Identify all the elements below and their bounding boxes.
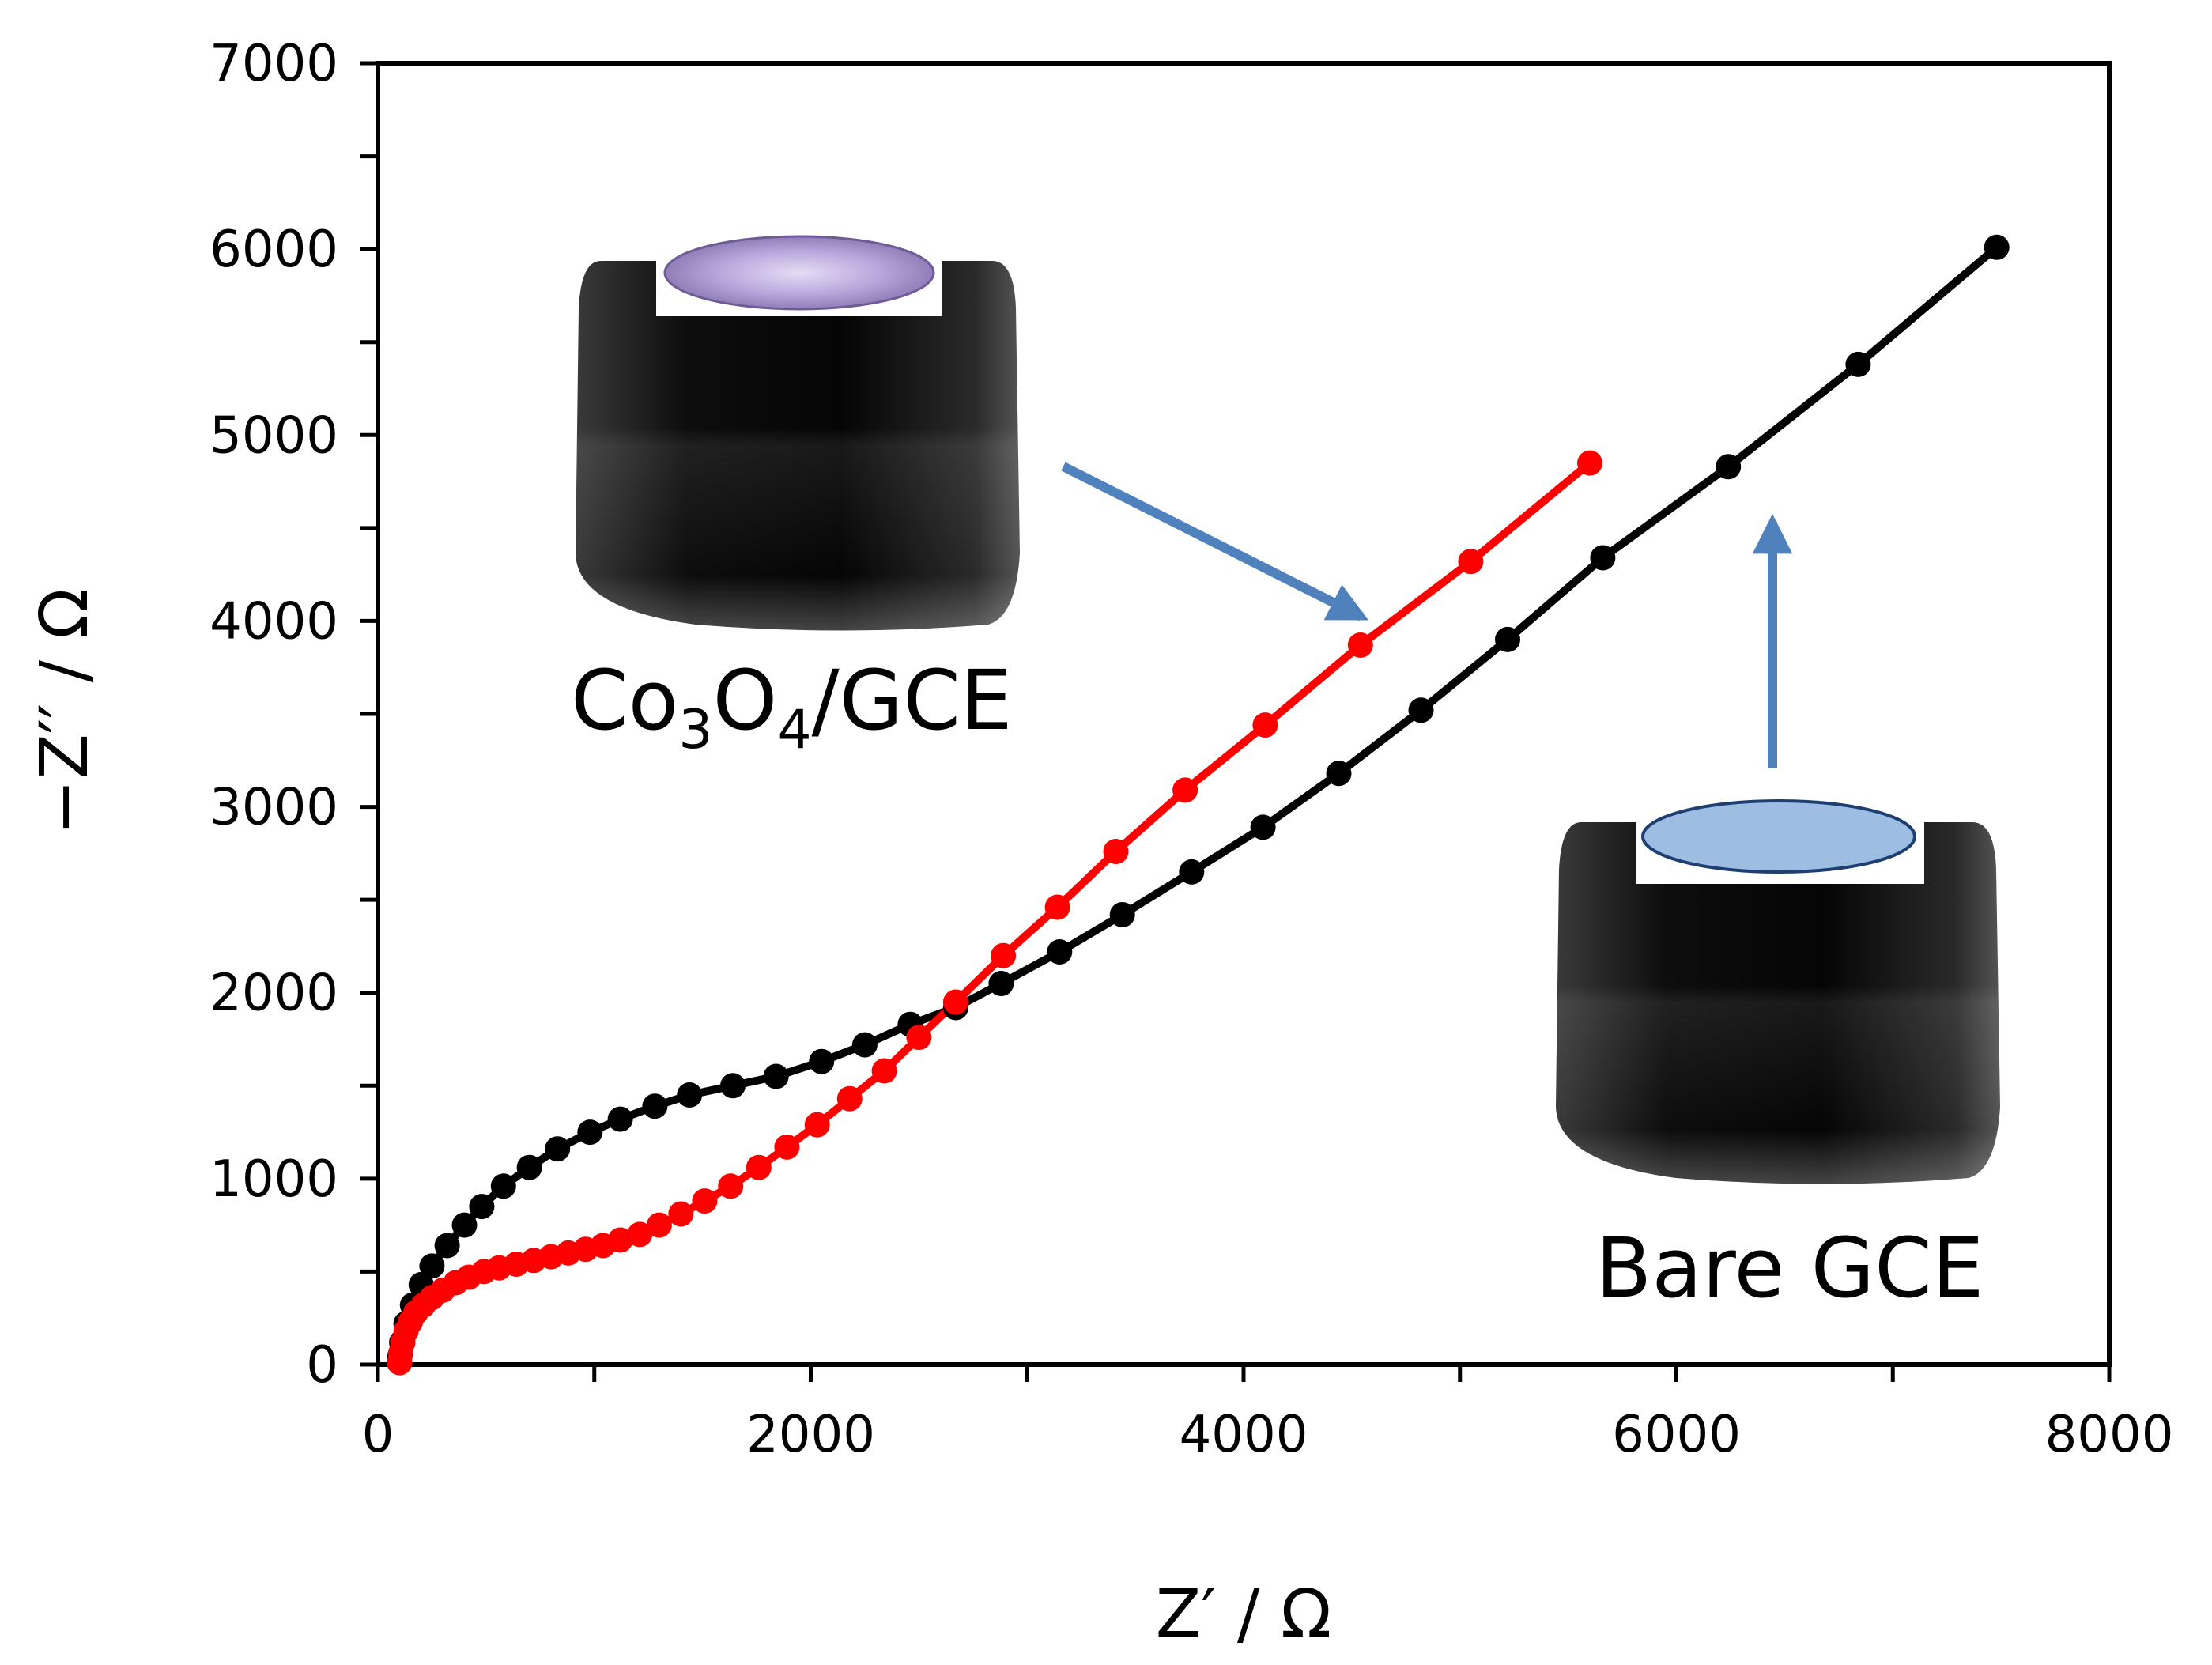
data-point-bare-gce: [469, 1194, 495, 1220]
data-point-bare-gce: [545, 1136, 571, 1162]
data-point-bare-gce: [677, 1082, 703, 1108]
y-axis-ticks: 0 1000 2000 3000 4000 5000 6000 7000: [209, 35, 378, 1395]
y-tick-label: 5000: [209, 406, 338, 465]
y-tick-label: 7000: [209, 35, 338, 93]
series-layer: [387, 234, 2010, 1376]
data-point-bare-gce: [1590, 545, 1616, 571]
data-point-co3o4-gce: [991, 942, 1017, 968]
data-point-co3o4-gce: [1577, 450, 1602, 476]
data-point-bare-gce: [577, 1119, 603, 1146]
data-point-bare-gce: [809, 1048, 835, 1074]
bare-gce-label: Bare GCE: [1595, 1220, 1984, 1316]
data-point-bare-gce: [763, 1063, 789, 1089]
data-point-bare-gce: [1495, 626, 1520, 652]
y-tick-label: 2000: [209, 965, 338, 1023]
co3o4-gce-label: Co3O4/GCE: [571, 652, 1013, 761]
data-point-co3o4-gce: [942, 989, 968, 1015]
bare-electrode-illustration: [1556, 799, 2000, 1184]
data-point-co3o4-gce: [746, 1154, 772, 1180]
data-point-bare-gce: [1326, 761, 1352, 787]
data-point-co3o4-gce: [646, 1212, 672, 1238]
data-point-bare-gce: [434, 1233, 460, 1259]
y-tick-label: 3000: [209, 779, 338, 837]
data-point-co3o4-gce: [774, 1134, 800, 1160]
data-point-co3o4-gce: [1172, 777, 1198, 803]
data-point-bare-gce: [1845, 351, 1871, 377]
x-tick-label: 2000: [746, 1406, 875, 1464]
y-tick-label: 6000: [209, 221, 338, 279]
x-tick-label: 8000: [2045, 1406, 2174, 1464]
data-point-bare-gce: [720, 1073, 746, 1099]
data-point-co3o4-gce: [804, 1112, 830, 1138]
x-tick-label: 6000: [1612, 1406, 1741, 1464]
series-line-bare-gce: [395, 243, 2001, 1361]
x-axis-ticks: 0 2000 4000 6000 8000: [362, 1365, 2174, 1464]
x-axis-title: Z′ / Ω: [1156, 1575, 1332, 1652]
bare-electrode-surface: [1641, 799, 1916, 874]
data-point-co3o4-gce: [1347, 632, 1373, 658]
data-point-bare-gce: [1984, 234, 2010, 260]
x-tick-label: 0: [362, 1406, 394, 1464]
data-point-bare-gce: [419, 1253, 445, 1279]
co3o4-electrode-illustration: [576, 235, 1020, 631]
y-tick-label: 1000: [209, 1150, 338, 1209]
data-point-co3o4-gce: [836, 1085, 863, 1112]
data-point-co3o4-gce: [871, 1058, 897, 1084]
data-point-co3o4-gce: [1458, 549, 1484, 575]
data-point-bare-gce: [1109, 902, 1135, 927]
data-point-bare-gce: [851, 1032, 878, 1058]
y-tick-label: 0: [306, 1336, 338, 1395]
data-point-bare-gce: [1179, 859, 1205, 885]
data-point-bare-gce: [1716, 454, 1742, 480]
data-point-bare-gce: [490, 1173, 516, 1199]
data-point-bare-gce: [642, 1093, 668, 1119]
data-point-co3o4-gce: [627, 1221, 653, 1248]
co3o4-electrode-surface: [663, 235, 935, 311]
data-point-co3o4-gce: [607, 1227, 633, 1253]
x-tick-label: 4000: [1180, 1406, 1308, 1464]
co3o4-arrow: [1061, 462, 1369, 621]
data-point-co3o4-gce: [906, 1025, 932, 1051]
data-point-co3o4-gce: [692, 1188, 718, 1214]
data-point-bare-gce: [516, 1154, 542, 1180]
data-point-co3o4-gce: [668, 1201, 694, 1227]
data-point-bare-gce: [451, 1212, 478, 1238]
data-point-bare-gce: [1250, 814, 1276, 840]
y-tick-label: 4000: [209, 592, 338, 651]
data-point-co3o4-gce: [1252, 712, 1278, 738]
data-point-bare-gce: [607, 1106, 633, 1132]
data-point-co3o4-gce: [1044, 894, 1070, 920]
data-point-co3o4-gce: [718, 1173, 744, 1199]
data-point-bare-gce: [1047, 939, 1073, 965]
data-point-co3o4-gce: [1103, 839, 1129, 864]
data-point-bare-gce: [1408, 697, 1434, 723]
data-point-bare-gce: [988, 971, 1014, 996]
y-axis-title: −Z′′ / Ω: [25, 588, 103, 835]
